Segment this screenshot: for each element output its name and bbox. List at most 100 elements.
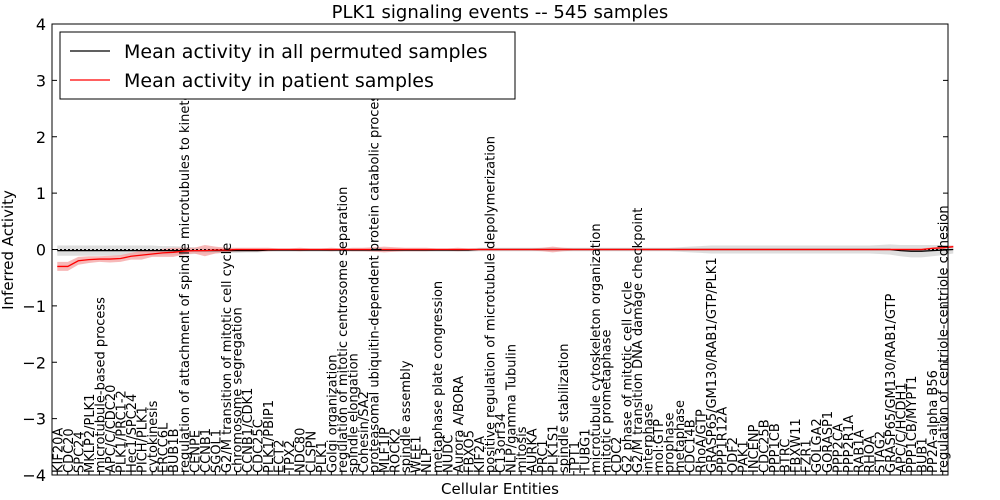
x-tick-label: G2/M transition DNA damage checkpoint (631, 208, 646, 473)
series-lines (57, 246, 954, 268)
x-tick-label: AURKA (526, 428, 541, 473)
x-tick-label: SGOL1 (209, 429, 224, 473)
x-tick-label: PRC1 (536, 439, 551, 473)
x-tick-label: proteasomal ubiquitin-dependent protein … (368, 88, 383, 473)
x-tick-label: ECT2 (273, 439, 288, 473)
x-tick-label: APC/C/CDC20 (104, 385, 119, 473)
x-tick-label: RHOA (863, 435, 878, 473)
x-tick-label: TUBG1 (578, 429, 593, 475)
x-tick-label: PPP1CB (768, 423, 783, 473)
x-tick-label: G2 phase of mitotic cell cycle (620, 281, 635, 473)
chart-title: PLK1 signaling events -- 545 samples (332, 2, 669, 23)
x-tick-label: PLK1 (315, 441, 330, 473)
x-tick-label: CCNB1 (199, 428, 214, 473)
x-tick-label: SPC24 (72, 431, 87, 473)
x-tick-label: G2/M transition of mitotic cell cycle (220, 243, 235, 473)
x-tick-label: ERCC6L (157, 422, 172, 473)
plot-frame (51, 23, 949, 476)
x-tick-label: regulation of mitotic centrosome separat… (336, 187, 351, 473)
x-tick-label: regulation of attachment of spindle micr… (178, 56, 193, 473)
x-tick-label: CDC25C (252, 419, 267, 473)
x-tick-label: CDC2 (610, 437, 625, 473)
x-tick-label: GOLGA2 (810, 418, 825, 473)
x-tick-label: TPT1 (568, 441, 583, 474)
x-tick-label: PPP2R1A (842, 415, 857, 473)
y-tick-label: −4 (22, 466, 46, 485)
error-bands (57, 244, 954, 271)
x-tick-label: microtubule cytoskeleton organization (589, 223, 604, 473)
x-tick-label: Hec1/SPC24 (125, 394, 140, 473)
x-tick-label: NUDC (441, 435, 456, 473)
x-tick-label: regulation of centriole-centriole cohesi… (937, 205, 952, 473)
y-tick-label: −2 (22, 353, 46, 372)
x-axis-label: Cellular Entities (441, 480, 559, 498)
y-tick-label: 0 (36, 241, 46, 260)
y-ticks: −4 −3 −2 −1 0 1 2 3 4 (22, 15, 948, 485)
x-tick-label: RAB1A (852, 429, 867, 473)
x-tick-label: NLP (420, 448, 435, 473)
x-tick-label: spindle elongation (346, 353, 361, 473)
x-tick-label: APC/C/HCDH1 (895, 382, 910, 473)
x-tick-label: GRASP65/GM130/RAB1/GTP/PLK1 (705, 257, 720, 473)
x-tick-label: FBXO5 (462, 430, 477, 473)
x-tick-label: mitotic prometaphase (599, 329, 614, 473)
error-band-patient (57, 244, 954, 271)
x-tick-labels: KIF20ACDC20SPC24MKLP2/PLK1microtubule-ba… (51, 56, 952, 475)
x-tick-label: NDC80 (294, 428, 309, 473)
x-tick-label: KIF2A (473, 436, 488, 473)
x-tick-label: mitosis (515, 426, 530, 473)
x-tick-label: GORASP1 (821, 411, 836, 473)
legend: Mean activity in all permuted samples Me… (59, 31, 516, 100)
series-line-patient (57, 246, 954, 268)
x-tick-label: microtubule-based process (93, 297, 108, 473)
x-tick-label: PLK1/PRC1-2 (115, 390, 130, 473)
x-tick-label: prophase (663, 413, 678, 474)
x-tick-label: PAK1 (736, 440, 751, 473)
x-tick-label: Cohesin/SA2 (357, 391, 372, 473)
x-tick-label: KIF20A (51, 428, 66, 473)
x-tick-label: PP2A-alpha B56 (926, 370, 941, 473)
x-tick-label: mol:GTP (652, 419, 667, 473)
x-tick-label: metaphase (673, 400, 688, 473)
x-tick-label: GRASP65/GM130/RAB1/GTP (884, 294, 899, 473)
x-tick-label: PICH/PLK1 (136, 406, 151, 473)
x-tick-label: CDC25B (758, 419, 773, 473)
x-tick-label: CDC14B (684, 419, 699, 473)
x-tick-label: MKLP2/PLK1 (83, 394, 98, 473)
y-tick-label: 4 (36, 15, 46, 34)
x-tick-label: Aurora A/BORA (452, 376, 467, 473)
x-tick-label: Golgi organization (325, 355, 340, 473)
x-tick-label: chromosome segregation (230, 307, 245, 473)
x-tick-label: ODF2 (726, 437, 741, 473)
x-tick-label: FBXW11 (789, 418, 804, 473)
x-tick-label: CLSPN (304, 431, 319, 473)
x-tick-label: CENPE (188, 430, 203, 473)
y-tick-label: 2 (36, 128, 46, 147)
x-tick-label: spindle stabilization (557, 344, 572, 474)
x-tick-label: PPP2CA (831, 423, 846, 473)
x-tick-label: C13orf34 (494, 413, 509, 473)
x-tick-label: positive regulation of microtubule depol… (483, 136, 498, 473)
x-tick-label: PPP1R12A (715, 407, 730, 473)
x-tick-label: RhoA/GTP (694, 409, 709, 473)
x-tick-label: PPP1CB/MYPT1 (905, 376, 920, 473)
x-tick-label: MLF1IP (378, 427, 393, 473)
x-tick-label: PLK1S1 (547, 425, 562, 473)
x-tick-label: CDC20 (62, 428, 77, 473)
x-tick-label: metaphase plate congression (431, 281, 446, 473)
y-tick-label: −1 (22, 297, 46, 316)
x-tick-label: TPX2 (283, 440, 298, 474)
legend-box (59, 31, 516, 100)
x-tick-label: NLP/gamma Tubulin (505, 344, 520, 473)
x-tick-label: PLK1/PBIP1 (262, 400, 277, 473)
x-tick-label: BTRC (779, 439, 794, 473)
x-tick-label: BUB1 (916, 437, 931, 473)
y-tick-label: 1 (36, 184, 46, 203)
y-tick-label: −3 (22, 410, 46, 429)
x-tick-label: FZR1 (800, 439, 815, 473)
y-tick-label: 3 (36, 71, 46, 90)
x-tick-label: interphase (642, 403, 657, 473)
y-axis-label: Inferred Activity (0, 190, 17, 310)
x-tick-label: WEE1 (410, 435, 425, 473)
